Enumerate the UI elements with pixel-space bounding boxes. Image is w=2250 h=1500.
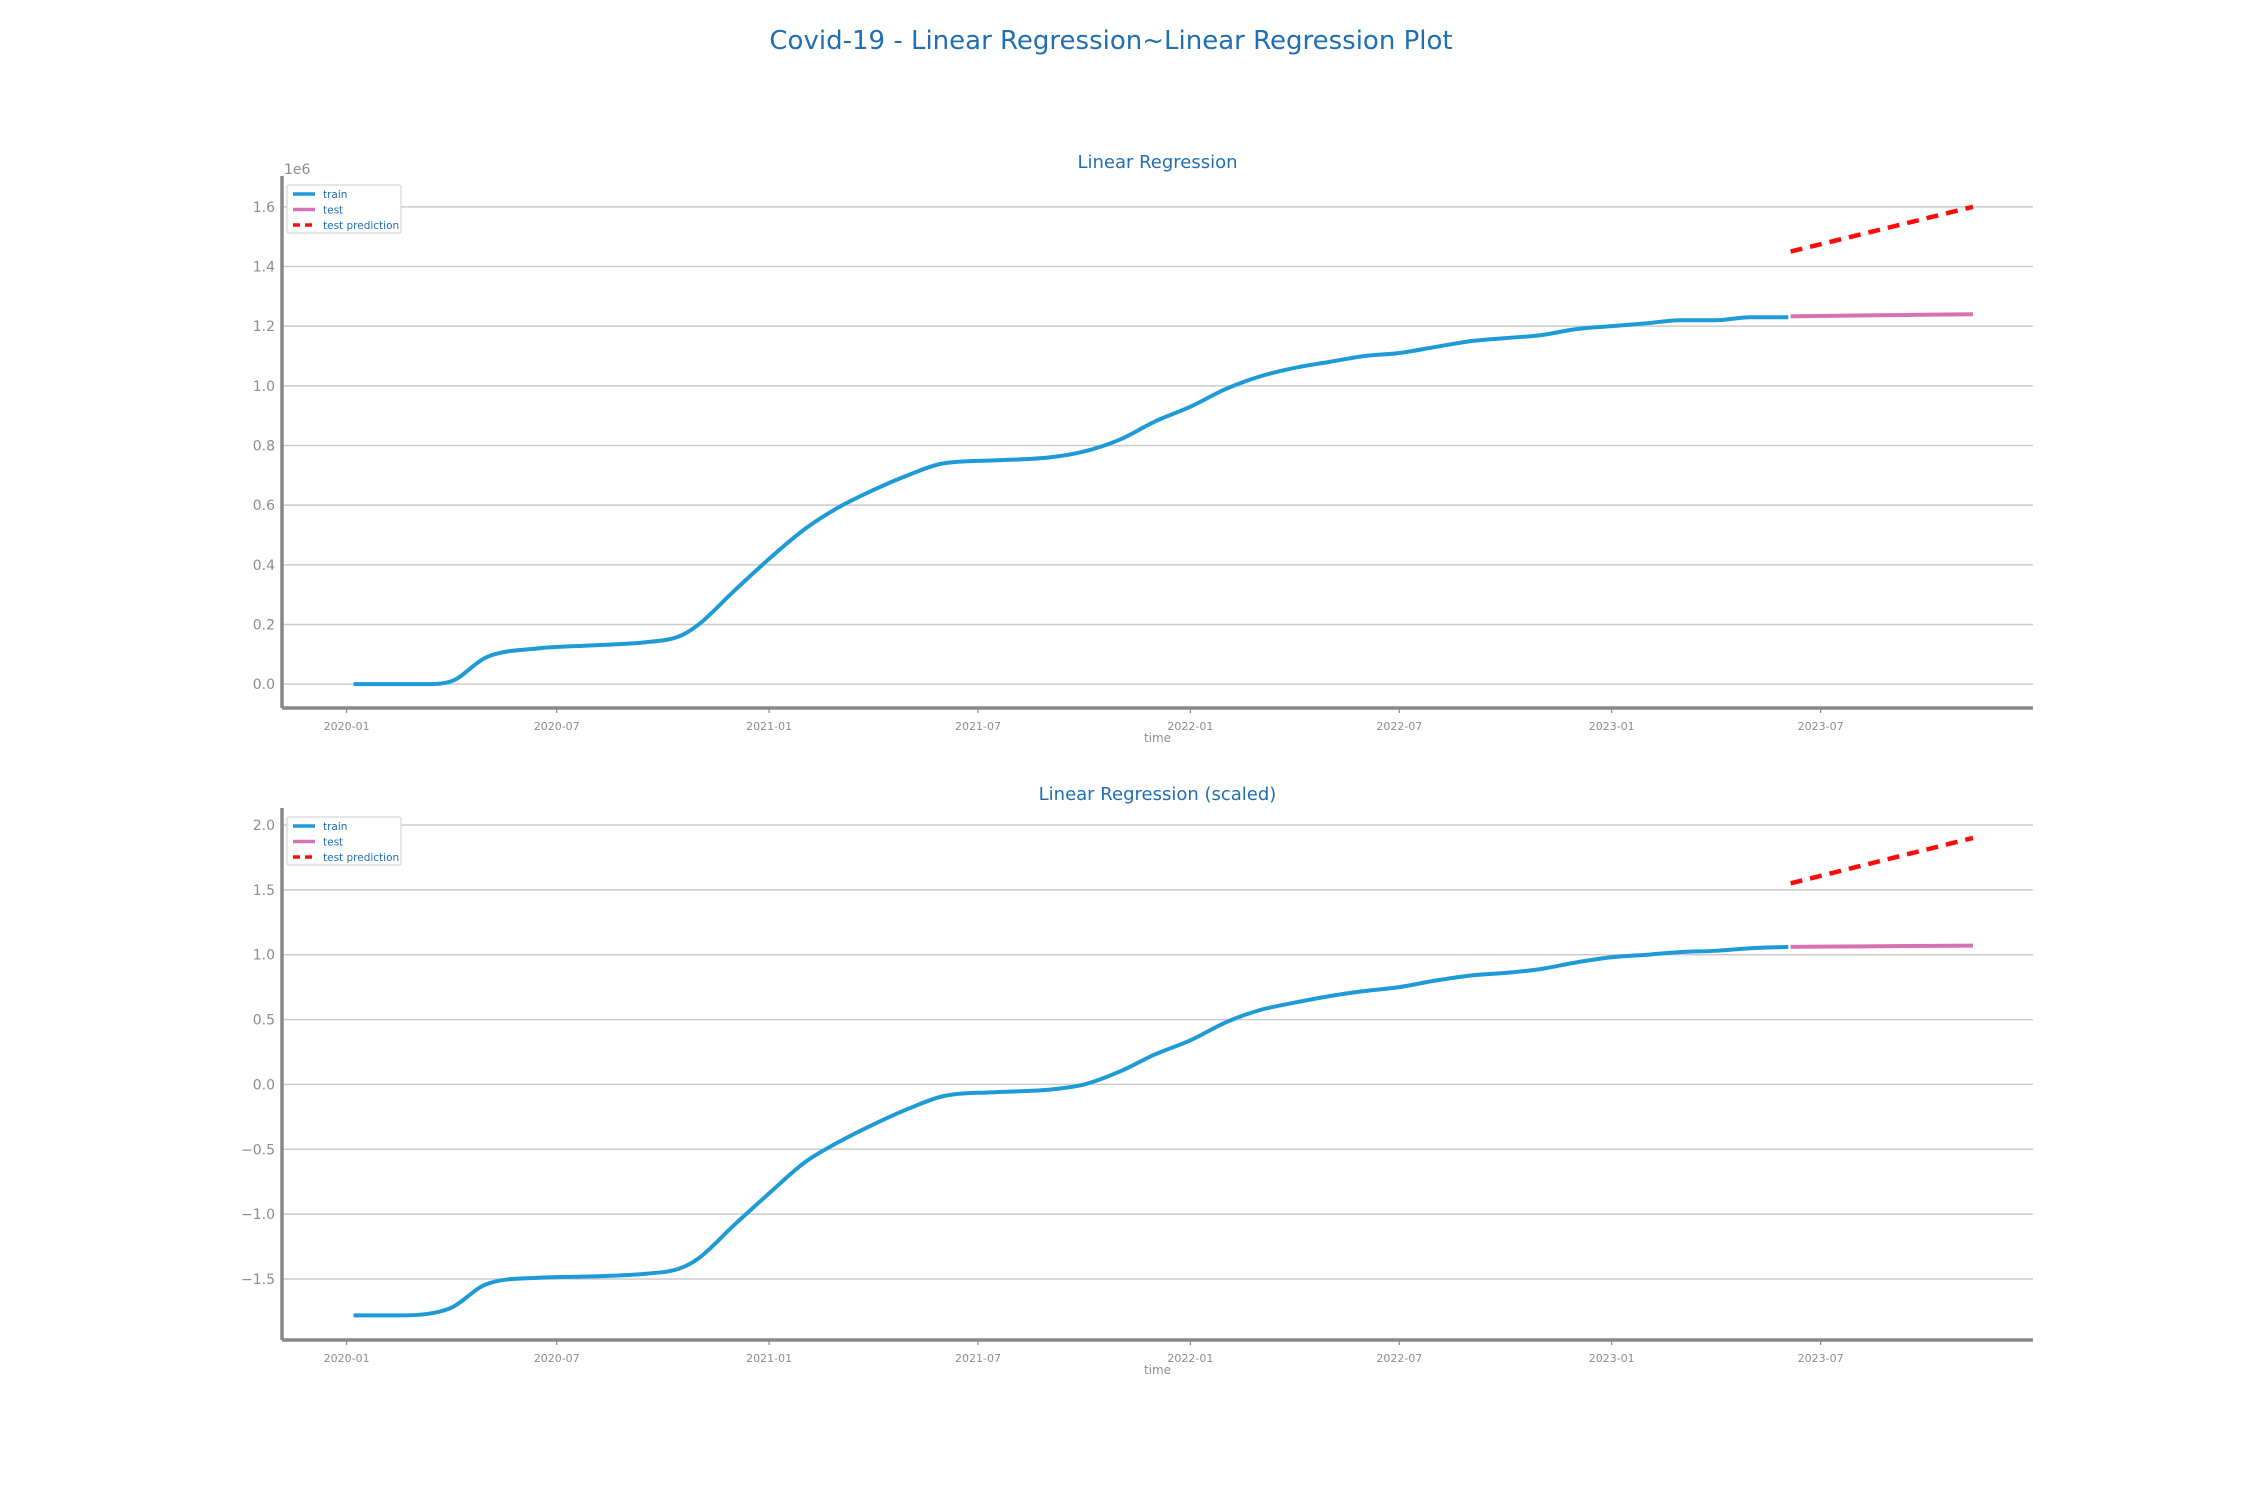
- chart-title: Linear Regression: [1077, 152, 1237, 173]
- y-tick-label: 0.6: [253, 498, 275, 514]
- y-tick-label: 1.4: [253, 260, 275, 276]
- y-tick-label: 2.0: [253, 818, 275, 834]
- x-tick-label: 2023-07: [1798, 720, 1844, 733]
- x-tick-label: 2021-07: [955, 720, 1001, 733]
- y-tick-label: 1.5: [253, 883, 275, 899]
- y-tick-label: 1.0: [253, 379, 275, 395]
- y-tick-label: −0.5: [241, 1142, 275, 1158]
- legend-box: [286, 184, 402, 234]
- x-tick-label: 2023-07: [1798, 1352, 1844, 1365]
- y-tick-label: 0.5: [253, 1013, 275, 1029]
- x-tick-label: 2020-01: [324, 1352, 370, 1365]
- y-tick-label: 1.2: [253, 319, 275, 335]
- x-tick-label: 2023-01: [1589, 1352, 1635, 1365]
- x-tick-label: 2021-01: [746, 720, 792, 733]
- y-tick-label: 0.0: [253, 1077, 275, 1093]
- series-line-test-prediction: [1790, 835, 1974, 886]
- x-tick-label: 2020-07: [534, 1352, 580, 1365]
- y-tick-label: −1.0: [241, 1207, 275, 1223]
- x-tick-label: 2020-01: [324, 720, 370, 733]
- series-line-train: [353, 944, 1789, 1318]
- x-tick-label: 2021-01: [746, 1352, 792, 1365]
- x-axis-label: time: [1144, 1363, 1171, 1377]
- x-tick-label: 2022-01: [1167, 1352, 1213, 1365]
- x-tick-label: 2022-07: [1376, 1352, 1422, 1365]
- legend-label-test-prediction: test prediction: [323, 220, 399, 232]
- chart-linear-regression-scaled: Linear Regression (scaled) −1.5 −1.0 −0.5 0.…: [241, 784, 2033, 1377]
- series-line-train: [353, 315, 1789, 687]
- x-tick-label: 2022-07: [1376, 720, 1422, 733]
- y-tick-label: 0.4: [253, 558, 275, 574]
- y-tick-label: 0.8: [253, 438, 275, 454]
- x-axis-label: time: [1144, 731, 1171, 745]
- legend-label-test: test: [323, 205, 343, 217]
- legend-label-test: test: [323, 837, 343, 849]
- legend-box: [286, 816, 402, 866]
- figure-title: Covid-19 - Linear Regression~Linear Regr…: [769, 26, 1452, 56]
- y-tick-label: 0.2: [253, 617, 275, 633]
- legend: train test test prediction: [286, 816, 402, 866]
- y-tick-label: 0.0: [253, 677, 275, 693]
- x-tick-label: 2022-01: [1167, 720, 1213, 733]
- y-offset-label: 1e6: [284, 162, 311, 178]
- x-tick-label: 2020-07: [534, 720, 580, 733]
- series-line-test: [1790, 312, 1974, 319]
- y-tick-label: 1.6: [253, 200, 275, 216]
- chart-linear-regression: Linear Regression 0.0 0.2 0.4 0.6 0.8 1.0 1.2 1.…: [253, 152, 2033, 745]
- legend-label-train: train: [323, 821, 347, 833]
- x-tick-label: 2021-07: [955, 1352, 1001, 1365]
- series-line-test: [1790, 943, 1973, 949]
- y-tick-label: −1.5: [241, 1272, 275, 1288]
- legend-label-train: train: [323, 189, 347, 201]
- legend: train test test prediction: [286, 184, 402, 234]
- y-tick-label: 1.0: [253, 948, 275, 964]
- series-line-test-prediction: [1790, 204, 1974, 254]
- chart-title: Linear Regression (scaled): [1039, 784, 1277, 805]
- legend-label-test-prediction: test prediction: [323, 852, 399, 864]
- x-tick-label: 2023-01: [1589, 720, 1635, 733]
